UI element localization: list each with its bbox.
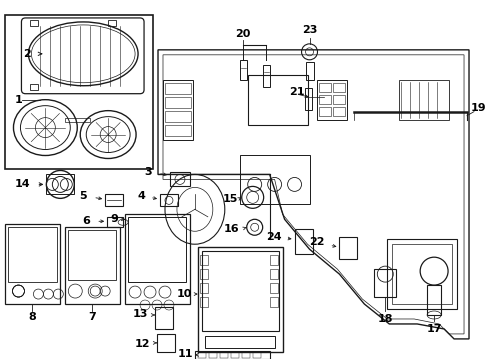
Bar: [319, 83, 331, 92]
Bar: [200, 297, 208, 307]
Bar: [30, 20, 38, 26]
Bar: [318, 80, 347, 120]
Text: 21: 21: [290, 87, 305, 97]
Bar: [209, 352, 217, 358]
Text: 9: 9: [110, 214, 118, 224]
Bar: [47, 175, 74, 194]
Bar: [270, 283, 278, 293]
Bar: [334, 83, 345, 92]
Bar: [163, 80, 193, 140]
Bar: [263, 65, 270, 87]
Bar: [306, 62, 314, 80]
Bar: [387, 239, 457, 309]
Bar: [5, 224, 60, 304]
Bar: [65, 227, 120, 304]
Bar: [200, 269, 208, 279]
Bar: [392, 244, 452, 304]
Text: 8: 8: [28, 312, 36, 322]
Text: 23: 23: [302, 25, 317, 35]
Text: 12: 12: [135, 339, 150, 349]
Bar: [205, 336, 274, 348]
Bar: [198, 352, 206, 358]
Bar: [305, 88, 312, 110]
Bar: [165, 111, 191, 122]
Bar: [220, 352, 228, 358]
Bar: [240, 60, 247, 80]
Bar: [270, 255, 278, 265]
Bar: [240, 154, 310, 204]
Text: 20: 20: [235, 29, 250, 39]
Bar: [270, 269, 278, 279]
Bar: [319, 95, 331, 104]
Bar: [165, 83, 191, 94]
Text: 5: 5: [79, 192, 87, 201]
Bar: [270, 297, 278, 307]
Bar: [105, 194, 123, 206]
Bar: [319, 107, 331, 116]
Bar: [157, 334, 175, 352]
Text: 18: 18: [377, 314, 393, 324]
Bar: [248, 75, 308, 125]
Text: 6: 6: [82, 216, 90, 226]
Bar: [200, 255, 208, 265]
Text: 7: 7: [88, 312, 96, 322]
Bar: [334, 107, 345, 116]
Text: 4: 4: [137, 192, 145, 201]
Bar: [198, 247, 283, 352]
Text: 22: 22: [309, 237, 324, 247]
Text: 2: 2: [23, 49, 30, 59]
Bar: [5, 15, 153, 170]
Bar: [200, 283, 208, 293]
Text: 19: 19: [471, 103, 487, 113]
Bar: [399, 80, 449, 120]
Bar: [155, 307, 173, 329]
Bar: [125, 214, 190, 304]
Bar: [253, 352, 261, 358]
Bar: [108, 20, 116, 26]
Bar: [128, 217, 186, 282]
Text: 15: 15: [222, 194, 238, 204]
Bar: [8, 227, 57, 282]
Bar: [195, 351, 270, 359]
Bar: [334, 95, 345, 104]
Bar: [170, 172, 190, 186]
Text: 1: 1: [15, 95, 22, 105]
Bar: [165, 97, 191, 108]
Bar: [427, 285, 441, 315]
Bar: [202, 251, 279, 331]
Bar: [107, 217, 123, 227]
Bar: [68, 230, 116, 280]
Text: 11: 11: [177, 349, 193, 359]
Bar: [294, 229, 313, 254]
Text: 10: 10: [176, 289, 192, 299]
Text: 16: 16: [224, 224, 240, 234]
Bar: [30, 84, 38, 90]
Text: 13: 13: [133, 309, 148, 319]
Bar: [374, 269, 396, 297]
Bar: [242, 352, 250, 358]
Bar: [165, 125, 191, 136]
Bar: [160, 194, 178, 206]
Text: 14: 14: [15, 179, 30, 189]
Bar: [340, 237, 357, 259]
Bar: [231, 352, 239, 358]
Text: 24: 24: [266, 232, 282, 242]
Text: 3: 3: [145, 167, 152, 177]
Text: 17: 17: [426, 324, 442, 334]
